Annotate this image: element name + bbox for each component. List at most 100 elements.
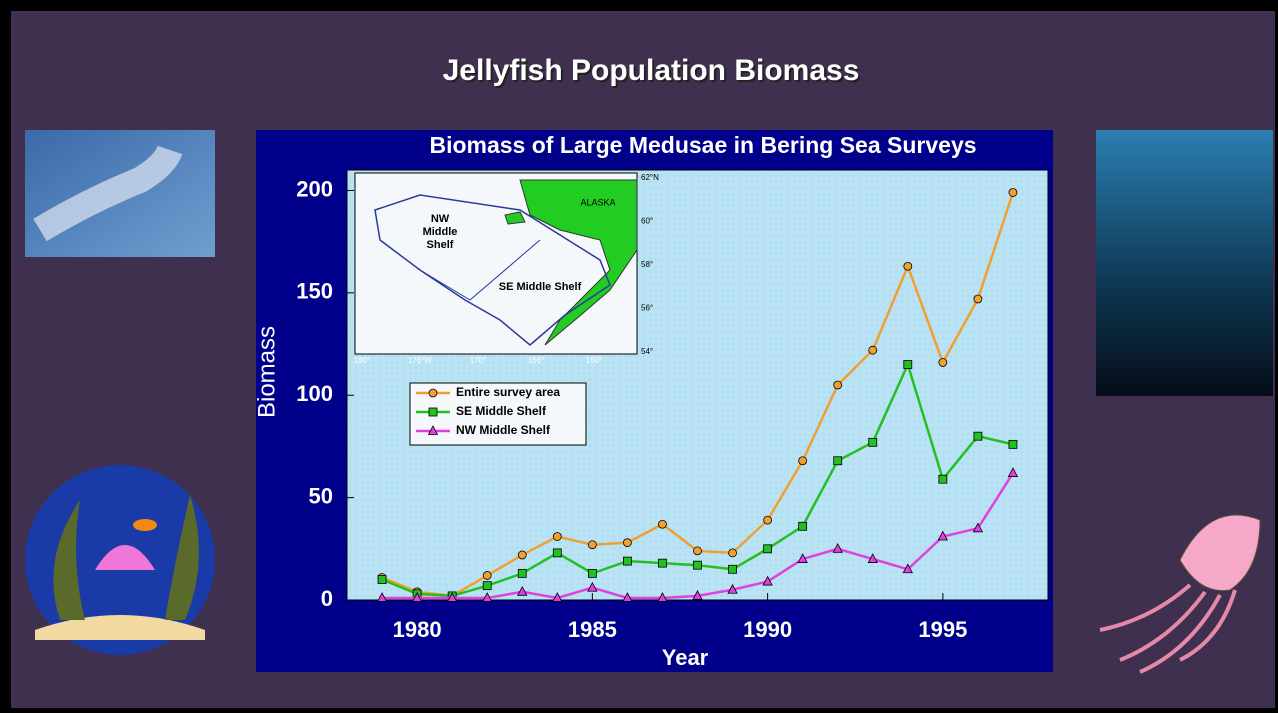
marker bbox=[587, 568, 597, 578]
photo-deepsea bbox=[1096, 130, 1273, 396]
clipart bbox=[25, 130, 1273, 674]
marker bbox=[903, 261, 913, 271]
marker bbox=[937, 530, 949, 541]
map-lat-label: 56° bbox=[641, 304, 653, 313]
marker bbox=[482, 592, 493, 602]
clipart-jelly bbox=[95, 545, 155, 570]
marker bbox=[482, 581, 492, 591]
clipart-jellyfish bbox=[1179, 514, 1261, 592]
marker bbox=[411, 592, 423, 602]
legend-label: Entire survey area bbox=[456, 385, 560, 399]
marker bbox=[868, 437, 878, 447]
marker bbox=[692, 590, 703, 600]
marker bbox=[1008, 439, 1018, 449]
marker bbox=[833, 380, 843, 390]
legend-marker bbox=[428, 388, 438, 398]
marker bbox=[763, 515, 772, 525]
map-se-label: SE Middle Shelf bbox=[499, 281, 582, 293]
marker bbox=[728, 564, 737, 574]
marker bbox=[693, 560, 702, 570]
map-lat-label: 54° bbox=[641, 347, 653, 356]
marker bbox=[727, 583, 738, 594]
marker bbox=[728, 548, 737, 558]
y-axis-label: Biomass bbox=[253, 326, 280, 418]
map-nw-label: NW bbox=[431, 213, 450, 225]
map-nw-label: Shelf bbox=[427, 239, 454, 251]
marker bbox=[973, 431, 983, 441]
clipart-fish bbox=[133, 519, 157, 531]
marker bbox=[903, 360, 913, 369]
marker bbox=[446, 592, 458, 602]
map-lon-label: 160° bbox=[586, 356, 603, 365]
marker bbox=[938, 358, 948, 367]
marker bbox=[482, 571, 492, 580]
marker bbox=[587, 540, 597, 550]
photo-jellyfish-shape bbox=[33, 145, 183, 242]
map-nw-label: Middle bbox=[423, 226, 458, 238]
y-tick-label: 0 bbox=[321, 586, 333, 611]
marker bbox=[1008, 188, 1018, 197]
legend-label: NW Middle Shelf bbox=[456, 423, 551, 437]
marker bbox=[376, 592, 388, 602]
y-tick-label: 200 bbox=[296, 176, 333, 201]
marker bbox=[868, 345, 878, 355]
x-axis-label: Year bbox=[662, 645, 709, 670]
marker bbox=[658, 558, 667, 568]
legend-marker bbox=[427, 425, 439, 435]
marker bbox=[973, 294, 983, 304]
marker bbox=[938, 474, 948, 484]
marker bbox=[587, 581, 598, 592]
marker bbox=[552, 548, 562, 558]
y-tick-label: 100 bbox=[296, 381, 333, 406]
marker bbox=[797, 553, 808, 563]
x-tick-label: 1980 bbox=[393, 617, 442, 642]
marker bbox=[622, 592, 633, 602]
map-lat-label: 58° bbox=[641, 260, 653, 269]
x-tick-label: 1985 bbox=[568, 617, 617, 642]
map-shelf-boundary bbox=[419, 239, 541, 301]
slide-title-shadow: Jellyfish Population Biomass bbox=[445, 56, 862, 89]
marker bbox=[377, 575, 387, 584]
clipart-sand bbox=[35, 615, 205, 640]
chart-title: Biomass of Large Medusae in Bering Sea S… bbox=[429, 132, 976, 158]
marker bbox=[798, 456, 808, 466]
marker bbox=[623, 538, 632, 548]
marker bbox=[657, 592, 668, 602]
clipart-tentacles bbox=[1099, 583, 1237, 674]
marker bbox=[658, 519, 667, 529]
map-region-label: ALASKA bbox=[580, 197, 615, 207]
marker bbox=[552, 532, 562, 541]
inset-map: ALASKA SE Middle Shelf bbox=[354, 172, 638, 355]
slide-title: Jellyfish Population Biomass bbox=[443, 54, 860, 87]
map-lon-label: 176°W bbox=[408, 356, 433, 365]
marker bbox=[832, 542, 843, 553]
y-tick-label: 50 bbox=[309, 483, 333, 508]
legend-label: SE Middle Shelf bbox=[456, 404, 547, 418]
marker bbox=[972, 522, 984, 533]
marker bbox=[517, 585, 528, 596]
marker bbox=[552, 592, 563, 602]
marker bbox=[798, 521, 808, 531]
x-tick-label: 1990 bbox=[743, 617, 792, 642]
legend-marker bbox=[428, 407, 438, 417]
map-lon-label: 166° bbox=[528, 356, 545, 365]
marker bbox=[1007, 467, 1019, 477]
map-lon-label: 170° bbox=[470, 356, 487, 365]
marker bbox=[623, 556, 632, 566]
map-lat-label: 62°N bbox=[641, 173, 659, 182]
marker bbox=[867, 553, 878, 563]
marker bbox=[517, 550, 527, 560]
x-tick-label: 1995 bbox=[918, 617, 967, 642]
marker bbox=[833, 456, 843, 466]
marker bbox=[902, 563, 913, 574]
marker bbox=[763, 544, 772, 554]
marker bbox=[517, 568, 527, 578]
y-tick-label: 150 bbox=[296, 279, 333, 304]
map-lat-label: 60° bbox=[641, 217, 653, 226]
map-island bbox=[504, 211, 526, 225]
map-lon-label: 180° bbox=[354, 356, 371, 365]
marker bbox=[693, 546, 702, 556]
clipart-seaweed bbox=[53, 495, 199, 620]
marker bbox=[762, 575, 773, 586]
